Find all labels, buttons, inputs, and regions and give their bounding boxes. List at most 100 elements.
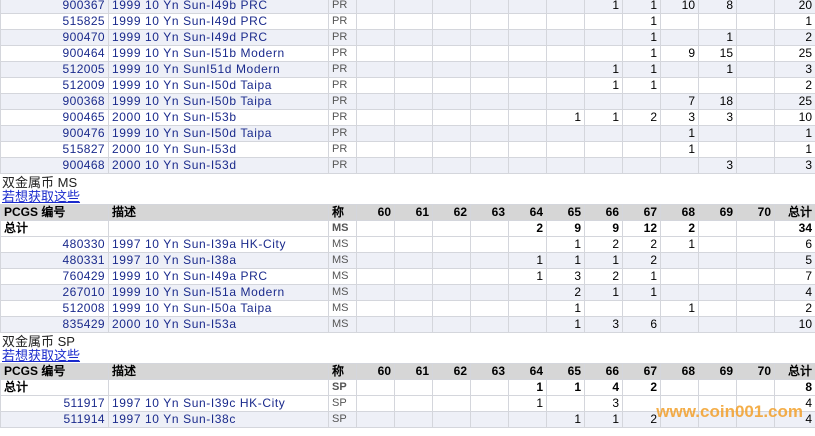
description[interactable]: 1997 10 Yn Sun-I38c: [108, 411, 329, 428]
pcgs-number[interactable]: 900368: [0, 93, 109, 110]
grade-count: [394, 284, 433, 301]
pcgs-number[interactable]: 480330: [0, 236, 109, 253]
grade-count: [432, 61, 471, 78]
section-link[interactable]: 若想获取这些: [2, 189, 81, 204]
grade-count: [394, 316, 433, 333]
grade-count: 2: [584, 268, 623, 285]
grade-count: [470, 300, 509, 317]
description[interactable]: 1997 10 Yn Sun-I38a: [108, 252, 329, 269]
description[interactable]: 1997 10 Yn Sun-I39c HK-City: [108, 395, 329, 412]
grade-total: 1: [508, 379, 547, 396]
grade-count: [394, 13, 433, 30]
description[interactable]: 1999 10 Yn Sun-I50a Taipa: [108, 300, 329, 317]
description[interactable]: 1999 10 Yn Sun-I50d Taipa: [108, 77, 329, 94]
grade-count: [432, 29, 471, 46]
pcgs-number[interactable]: 900367: [0, 0, 109, 14]
coin-row: 760429 1999 10 Yn Sun-I49a PRC MS 1 3 2 1 7: [0, 268, 815, 285]
grade-count: [546, 93, 585, 110]
pcgs-number[interactable]: 267010: [0, 284, 109, 301]
grade-count: [470, 61, 509, 78]
description[interactable]: 1999 10 Yn Sun-I49a PRC: [108, 268, 329, 285]
coin-row: 512005 1999 10 Yn SunI51d Modern PR 1 1 1 3: [0, 61, 815, 78]
grade-count: [356, 125, 395, 142]
pcgs-number[interactable]: 835429: [0, 316, 109, 333]
description[interactable]: 1999 10 Yn Sun-I49d PRC: [108, 13, 329, 30]
grade-type: PR: [328, 29, 357, 46]
description[interactable]: 2000 10 Yn Sun-I53a: [108, 316, 329, 333]
grade-count: [584, 93, 623, 110]
grade-count: [508, 109, 547, 126]
coin-row: 511914 1997 10 Yn Sun-I38c SP 1 1 2 4: [0, 411, 815, 428]
grade-count: [470, 284, 509, 301]
total-row: 总计 SP 1 1 4 2 8: [0, 379, 815, 396]
description[interactable]: 1999 10 Yn Sun-I49d PRC: [108, 29, 329, 46]
grade-count: [660, 268, 699, 285]
description[interactable]: 1999 10 Yn SunI51d Modern: [108, 61, 329, 78]
grade-count: [546, 125, 585, 142]
header-row: PCGS 编号 描述称 60 61 62 63 64 65 66 67 68 69 70 总计: [0, 363, 815, 380]
grade-count: [356, 93, 395, 110]
description[interactable]: 1999 10 Yn Sun-I51a Modern: [108, 284, 329, 301]
grade-count: [356, 77, 395, 94]
grade-type: MS: [328, 300, 357, 317]
row-total: 5: [774, 252, 815, 269]
pcgs-number[interactable]: 900465: [0, 109, 109, 126]
description[interactable]: 2000 10 Yn Sun-I53d: [108, 157, 329, 174]
coin-row: 515827 2000 10 Yn Sun-I53d PR 1 1: [0, 141, 815, 158]
grade-count: [470, 45, 509, 62]
pcgs-number[interactable]: 512005: [0, 61, 109, 78]
section-link[interactable]: 若想获取这些: [2, 348, 81, 363]
grade-count: [508, 29, 547, 46]
table-body: PCGS 编号 描述称 60 61 62 63 64 65 66 67 68 69 70 总计 总计 MS 2 9…: [0, 204, 815, 333]
grade-count: 1: [584, 61, 623, 78]
pcgs-number[interactable]: 900476: [0, 125, 109, 142]
description[interactable]: 1999 10 Yn Sun-I50d Taipa: [108, 125, 329, 142]
description[interactable]: 1999 10 Yn Sun-I50b Taipa: [108, 93, 329, 110]
pcgs-number[interactable]: 760429: [0, 268, 109, 285]
coin-row: 900464 1999 10 Yn Sun-I51b Modern PR 1 9 15 25: [0, 45, 815, 62]
grade-count: 2: [622, 236, 661, 253]
column-header: 63: [470, 204, 509, 221]
description[interactable]: 2000 10 Yn Sun-I53b: [108, 109, 329, 126]
column-header: 64: [508, 204, 547, 221]
grade-count: [394, 93, 433, 110]
column-header: 61: [394, 204, 433, 221]
row-total: 25: [774, 45, 815, 62]
pcgs-number[interactable]: 515825: [0, 13, 109, 30]
column-header: 67: [622, 363, 661, 380]
grade-count: 1: [660, 141, 699, 158]
description[interactable]: 1997 10 Yn Sun-I39a HK-City: [108, 236, 329, 253]
coin-row: 900476 1999 10 Yn Sun-I50d Taipa PR 1 1: [0, 125, 815, 142]
grade-count: [622, 157, 661, 174]
grade-count: [432, 0, 471, 14]
pcgs-number[interactable]: 900468: [0, 157, 109, 174]
pcgs-number[interactable]: 512008: [0, 300, 109, 317]
grade-count: 3: [584, 316, 623, 333]
grade-count: [736, 109, 775, 126]
pcgs-number[interactable]: 900470: [0, 29, 109, 46]
column-header: 69: [698, 363, 737, 380]
column-header: 60: [356, 363, 395, 380]
section-heading: 双金属币 SP: [2, 334, 75, 349]
grand-total: 34: [774, 220, 815, 237]
grade-count: [736, 29, 775, 46]
pcgs-number[interactable]: 480331: [0, 252, 109, 269]
grade-count: [356, 252, 395, 269]
pcgs-number[interactable]: 511917: [0, 395, 109, 412]
pcgs-number[interactable]: 511914: [0, 411, 109, 428]
description[interactable]: 2000 10 Yn Sun-I53d: [108, 141, 329, 158]
grade-count: 1: [584, 77, 623, 94]
table: PCGS 编号 描述称 60 61 62 63 64 65 66 67 68 69 70 总计 总计 MS 2 9…: [0, 204, 815, 333]
grade-count: [356, 45, 395, 62]
pcgs-number[interactable]: 512009: [0, 77, 109, 94]
grade-type: MS: [328, 252, 357, 269]
description[interactable]: 1999 10 Yn Sun-I51b Modern: [108, 45, 329, 62]
description[interactable]: 1999 10 Yn Sun-I49b PRC: [108, 0, 329, 14]
pcgs-number[interactable]: 900464: [0, 45, 109, 62]
column-header: 62: [432, 363, 471, 380]
grade-total: [470, 379, 509, 396]
pcgs-number[interactable]: 515827: [0, 141, 109, 158]
grade-count: [698, 13, 737, 30]
